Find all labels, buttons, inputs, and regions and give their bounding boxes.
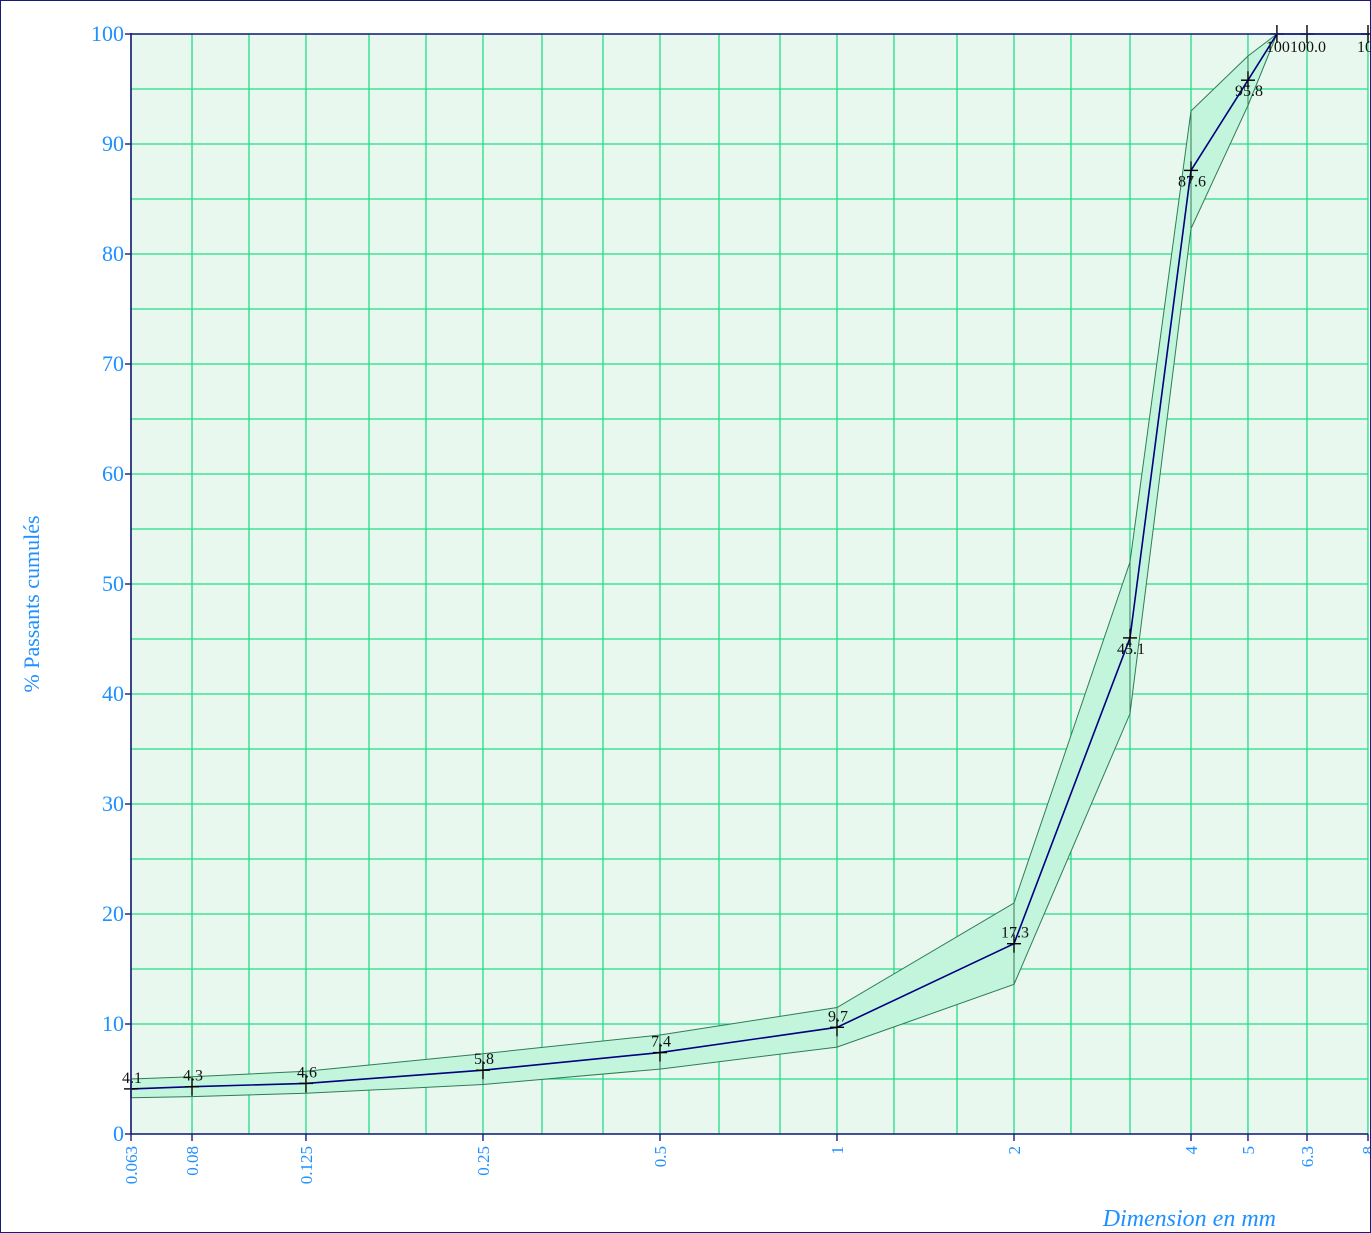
data-label: 100 (1266, 39, 1290, 56)
y-axis-label: % Passants cumulés (19, 515, 44, 692)
data-label: 45.1 (1117, 641, 1145, 658)
data-label: 4.6 (297, 1064, 317, 1081)
x-tick-label: 2 (1005, 1146, 1024, 1155)
y-tick-label: 30 (102, 791, 124, 816)
envelope-band (131, 34, 1368, 1098)
x-tick-labels: 0.063 0.08 0.125 0.25 0.5 1 2 4 5 6.3 8 (122, 1146, 1371, 1185)
y-tick-label: 50 (102, 571, 124, 596)
y-tick-label: 100 (91, 21, 124, 46)
data-point (1006, 934, 1021, 953)
y-tick-label: 90 (102, 131, 124, 156)
data-point (1122, 628, 1137, 647)
y-tick-label: 40 (102, 681, 124, 706)
y-tick-label: 10 (102, 1011, 124, 1036)
x-tick-label: 5 (1239, 1146, 1258, 1155)
x-axis-label: Dimension en mm (1102, 1206, 1276, 1232)
data-point (475, 1061, 490, 1080)
y-tick-label: 0 (113, 1121, 124, 1146)
axes (125, 33, 1369, 1141)
data-label: 100 (1357, 39, 1371, 56)
y-tick-label: 20 (102, 901, 124, 926)
x-tick-label: 6.3 (1298, 1146, 1317, 1167)
y-tick-label: 70 (102, 351, 124, 376)
data-point (829, 1018, 844, 1037)
y-tick-label: 60 (102, 461, 124, 486)
data-label: 5.8 (474, 1051, 494, 1068)
data-label: 9.7 (828, 1008, 848, 1025)
x-tick-label: 0.08 (183, 1146, 202, 1176)
y-tick-labels: 0 10 20 30 40 50 60 70 80 90 100 (91, 21, 124, 1146)
data-label: 95.8 (1235, 83, 1263, 100)
x-tick-label: 1 (828, 1146, 847, 1155)
x-tick-label: 4 (1182, 1146, 1201, 1155)
x-tick-label: 0.25 (474, 1146, 493, 1176)
y-tick-label: 80 (102, 241, 124, 266)
data-point (652, 1043, 667, 1062)
data-point (1240, 71, 1255, 90)
data-point (185, 1077, 200, 1096)
x-tick-label: 0.125 (297, 1146, 316, 1184)
data-point (298, 1074, 313, 1093)
data-label: 100.0 (1290, 39, 1326, 56)
data-point (1183, 161, 1198, 180)
x-tick-label: 8 (1359, 1146, 1371, 1155)
data-label: 4.1 (122, 1070, 142, 1087)
data-label: 17.3 (1001, 925, 1029, 942)
data-label: 4.3 (183, 1068, 203, 1085)
x-tick-label: 0.5 (651, 1146, 670, 1167)
data-label: 87.6 (1178, 173, 1206, 190)
x-tick-label: 0.063 (122, 1146, 141, 1184)
data-label: 7.4 (651, 1034, 671, 1051)
